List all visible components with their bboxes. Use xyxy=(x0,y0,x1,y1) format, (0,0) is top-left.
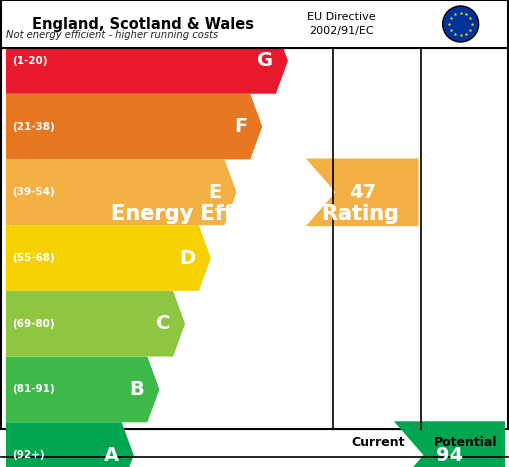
Polygon shape xyxy=(6,94,262,159)
Text: C: C xyxy=(156,314,170,333)
Polygon shape xyxy=(6,28,288,94)
Text: Not energy efficient - higher running costs: Not energy efficient - higher running co… xyxy=(6,30,218,40)
Circle shape xyxy=(443,6,478,42)
Text: D: D xyxy=(180,248,196,268)
Text: EU Directive
2002/91/EC: EU Directive 2002/91/EC xyxy=(307,13,375,35)
Text: Energy Efficiency Rating: Energy Efficiency Rating xyxy=(110,205,399,225)
Text: (92+): (92+) xyxy=(12,450,45,460)
Text: (21-38): (21-38) xyxy=(12,121,55,132)
Text: Potential: Potential xyxy=(434,437,497,450)
Text: (81-91): (81-91) xyxy=(12,384,54,395)
Text: (69-80): (69-80) xyxy=(12,318,54,329)
Text: G: G xyxy=(257,51,273,71)
Polygon shape xyxy=(306,158,418,226)
Bar xyxy=(1,48,508,429)
Polygon shape xyxy=(6,225,211,291)
Text: A: A xyxy=(103,446,119,465)
Text: (39-54): (39-54) xyxy=(12,187,55,197)
Text: England, Scotland & Wales: England, Scotland & Wales xyxy=(32,16,253,31)
Polygon shape xyxy=(6,357,159,422)
Polygon shape xyxy=(6,159,237,225)
Text: F: F xyxy=(234,117,247,136)
Text: (1-20): (1-20) xyxy=(12,56,47,66)
Polygon shape xyxy=(6,422,134,467)
Polygon shape xyxy=(6,291,185,357)
Text: Current: Current xyxy=(351,437,405,450)
Text: 47: 47 xyxy=(349,183,376,202)
Text: B: B xyxy=(130,380,145,399)
Text: (55-68): (55-68) xyxy=(12,253,55,263)
Bar xyxy=(1,0,508,48)
Text: E: E xyxy=(208,183,221,202)
Text: 94: 94 xyxy=(436,446,463,465)
Polygon shape xyxy=(394,421,505,467)
Text: Energy Efficiency Rating: Energy Efficiency Rating xyxy=(110,205,399,225)
